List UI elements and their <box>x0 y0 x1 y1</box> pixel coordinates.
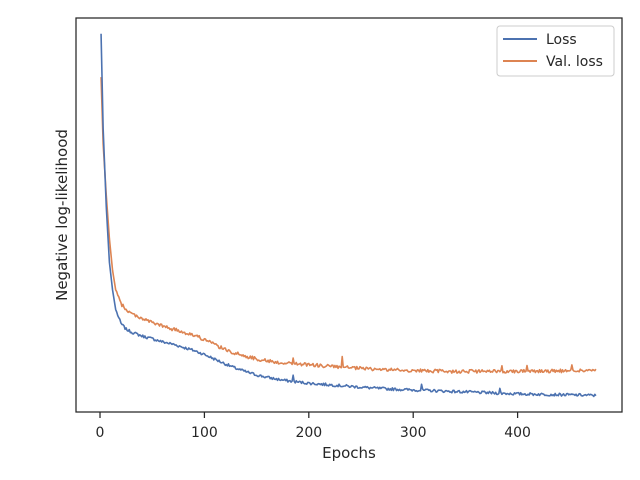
series-line-loss <box>100 33 597 398</box>
series-line-val-loss <box>100 77 597 374</box>
plot-background <box>76 18 622 412</box>
legend: Loss Val. loss <box>496 25 615 77</box>
x-tick-label: 300 <box>400 425 427 441</box>
x-tick-label: 400 <box>504 425 531 441</box>
plot-frame <box>75 17 623 413</box>
tick-layer: 0 100 200 300 400 <box>96 412 531 441</box>
x-axis-label: Epochs <box>322 444 376 462</box>
legend-label-val-loss: Val. loss <box>546 54 603 70</box>
series-layer <box>100 33 597 398</box>
x-tick-label: 100 <box>191 425 218 441</box>
y-axis-label: Negative log-likelihood <box>53 129 71 301</box>
legend-label-loss: Loss <box>546 32 577 48</box>
x-tick-label: 200 <box>295 425 322 441</box>
x-tick-label: 0 <box>96 425 105 441</box>
